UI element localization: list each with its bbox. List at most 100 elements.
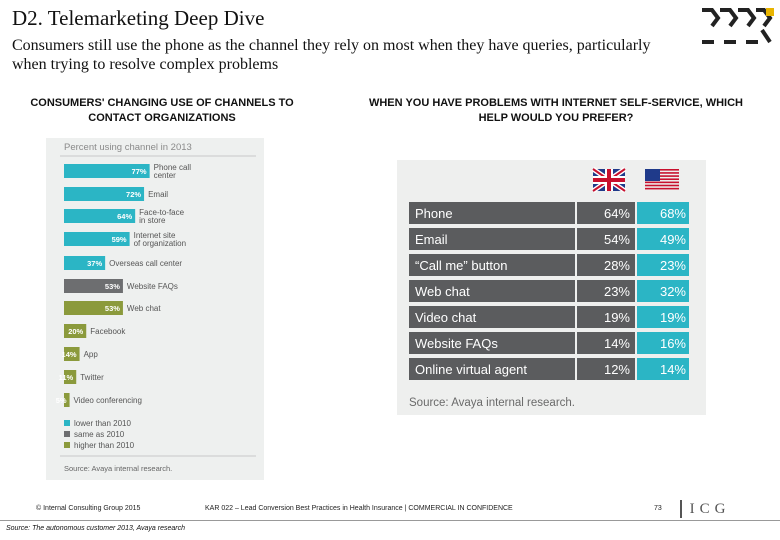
- chart-title: Percent using channel in 2013: [64, 142, 192, 153]
- bar-10: [64, 393, 70, 407]
- us-value: 23%: [660, 258, 686, 273]
- uk-value-cell: [577, 358, 635, 380]
- bar-value-label: 64%: [117, 212, 132, 221]
- category-label-line: Face-to-face: [139, 208, 184, 217]
- us-value-cell: [637, 280, 689, 302]
- uk-flag-icon: [591, 166, 627, 194]
- preference-svg: Phone 64% 68% Email 54% 49% “Call me” button 28…: [409, 166, 689, 409]
- page-title: D2. Telemarketing Deep Dive: [12, 6, 265, 30]
- uk-value-cell: [577, 228, 635, 250]
- bar-value-label: 53%: [105, 282, 120, 291]
- us-value-cell: [637, 358, 689, 380]
- footer-source: Source: The autonomous customer 2013, Av…: [6, 525, 185, 532]
- bar-1: [64, 187, 145, 201]
- us-value: 68%: [660, 206, 686, 221]
- channel-usage-svg: Percent using channel in 2013 77% Phone ca…: [56, 142, 256, 473]
- uk-value: 19%: [604, 310, 630, 325]
- footer-document: KAR 022 – Lead Conversion Best Practices…: [205, 505, 513, 512]
- us-value: 32%: [660, 284, 686, 299]
- bar-3: [64, 232, 130, 246]
- footer-divider: [0, 520, 780, 521]
- category-label-line: of organization: [134, 239, 186, 248]
- us-value-cell: [637, 306, 689, 328]
- row-label: Website FAQs: [415, 336, 498, 351]
- legend-label: lower than 2010: [74, 419, 131, 428]
- row-label-cell: [409, 228, 575, 250]
- legend-swatch-higher: [64, 442, 70, 448]
- legend-swatch-same: [64, 431, 70, 437]
- category-label-line: in store: [139, 216, 166, 225]
- left-chart-heading: CONSUMERS' CHANGING USE OF CHANNELS TO C…: [30, 97, 294, 124]
- us-value-cell: [637, 228, 689, 250]
- bar-value-label: 11%: [59, 373, 74, 382]
- category-label-line: Phone call: [154, 163, 192, 172]
- row-label-cell: [409, 358, 575, 380]
- legend-swatch-lower: [64, 420, 70, 426]
- bar-value-label: 53%: [105, 304, 120, 313]
- bar-5: [64, 279, 123, 293]
- page-number: 73: [654, 505, 662, 512]
- footer-copyright: © Internal Consulting Group 2015: [36, 505, 141, 512]
- bar-8: [64, 347, 80, 361]
- chart-source: Source: Avaya internal research.: [64, 464, 172, 473]
- bar-value-label: 59%: [112, 235, 127, 244]
- category-label: Website FAQs: [127, 282, 178, 291]
- category-label: Twitter: [80, 373, 104, 382]
- us-value-cell: [637, 254, 689, 276]
- footer: © Internal Consulting Group 2015 KAR 022…: [0, 498, 780, 522]
- fishbone-logo-icon: [702, 8, 774, 44]
- row-label-cell: [409, 202, 575, 224]
- self-service-preference-table: Phone 64% 68% Email 54% 49% “Call me” button 28…: [397, 160, 706, 415]
- uk-value: 23%: [604, 284, 630, 299]
- bar-4: [64, 256, 106, 270]
- row-label: Phone: [415, 206, 453, 221]
- page-subtitle: Consumers still use the phone as the cha…: [12, 37, 651, 73]
- row-label: Online virtual agent: [415, 362, 527, 377]
- bar-value-label: 20%: [68, 327, 83, 336]
- row-label: Web chat: [415, 284, 470, 299]
- bar-9: [64, 370, 77, 384]
- uk-value: 14%: [604, 336, 630, 351]
- bar-value-label: 5%: [56, 396, 67, 405]
- bar-value-label: 37%: [87, 259, 102, 268]
- us-value-cell: [637, 332, 689, 354]
- bar-7: [64, 324, 87, 338]
- table-source: Source: Avaya internal research.: [409, 397, 575, 409]
- row-label-cell: [409, 254, 575, 276]
- row-label-cell: [409, 306, 575, 328]
- category-label: Facebook: [90, 327, 126, 336]
- bar-value-label: 77%: [132, 167, 147, 176]
- row-label: Video chat: [415, 310, 477, 325]
- uk-value: 12%: [604, 362, 630, 377]
- bar-value-label: 14%: [62, 350, 77, 359]
- bar-0: [64, 164, 150, 178]
- uk-value: 28%: [604, 258, 630, 273]
- uk-value-cell: [577, 332, 635, 354]
- icg-logo: ICG: [680, 500, 738, 518]
- uk-value-cell: [577, 202, 635, 224]
- legend-label: higher than 2010: [74, 441, 135, 450]
- us-value: 49%: [660, 232, 686, 247]
- category-label: Video conferencing: [74, 396, 142, 405]
- category-label-line: center: [154, 171, 177, 180]
- row-label-cell: [409, 332, 575, 354]
- bar-value-label: 72%: [126, 190, 141, 199]
- category-label-line: Internet site: [134, 231, 176, 240]
- category-label: Overseas call center: [109, 259, 182, 268]
- us-value-cell: [637, 202, 689, 224]
- uk-value-cell: [577, 254, 635, 276]
- uk-value-cell: [577, 280, 635, 302]
- category-label: App: [84, 350, 99, 359]
- right-chart-heading: WHEN YOU HAVE PROBLEMS WITH INTERNET SEL…: [368, 97, 744, 124]
- bar-6: [64, 301, 123, 315]
- bar-2: [64, 209, 136, 223]
- category-label: Web chat: [127, 304, 161, 313]
- category-label: Email: [148, 190, 168, 199]
- row-label: “Call me” button: [415, 258, 507, 273]
- channel-usage-chart: Percent using channel in 2013 77% Phone ca…: [46, 138, 264, 480]
- legend-label: same as 2010: [74, 430, 125, 439]
- uk-value-cell: [577, 306, 635, 328]
- us-value: 14%: [660, 362, 686, 377]
- us-value: 16%: [660, 336, 686, 351]
- row-label: Email: [415, 232, 448, 247]
